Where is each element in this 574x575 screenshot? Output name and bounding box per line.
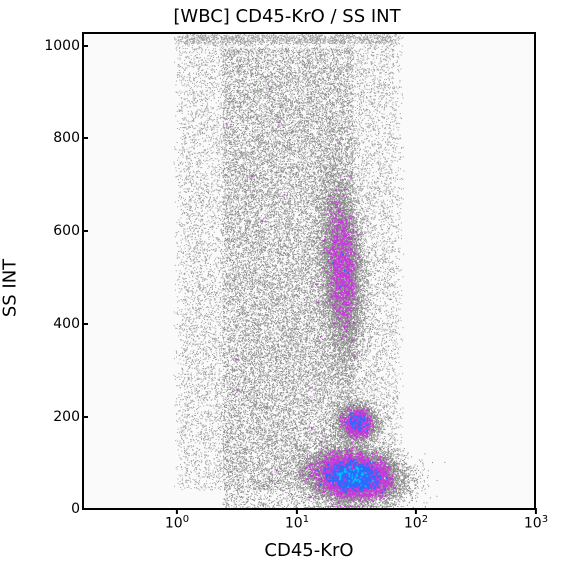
- y-tick: 600: [40, 223, 80, 239]
- scatter-canvas: [84, 34, 534, 508]
- x-tick: 103: [524, 514, 548, 532]
- x-tick: 101: [285, 514, 309, 532]
- y-tick: 800: [40, 130, 80, 146]
- x-tick: 102: [404, 514, 428, 532]
- y-tick: 400: [40, 316, 80, 332]
- y-tick: 0: [40, 501, 80, 517]
- flow-cytometry-plot: [WBC] CD45-KrO / SS INT SS INT 0 200 400…: [0, 0, 574, 575]
- y-tick: 200: [40, 409, 80, 425]
- chart-title: [WBC] CD45-KrO / SS INT: [0, 6, 574, 27]
- plot-area: [82, 32, 536, 510]
- x-axis-label: CD45-KrO: [82, 540, 536, 561]
- y-tick: 1000: [40, 38, 80, 54]
- x-tick: 100: [165, 514, 189, 532]
- y-axis-label: SS INT: [0, 258, 21, 316]
